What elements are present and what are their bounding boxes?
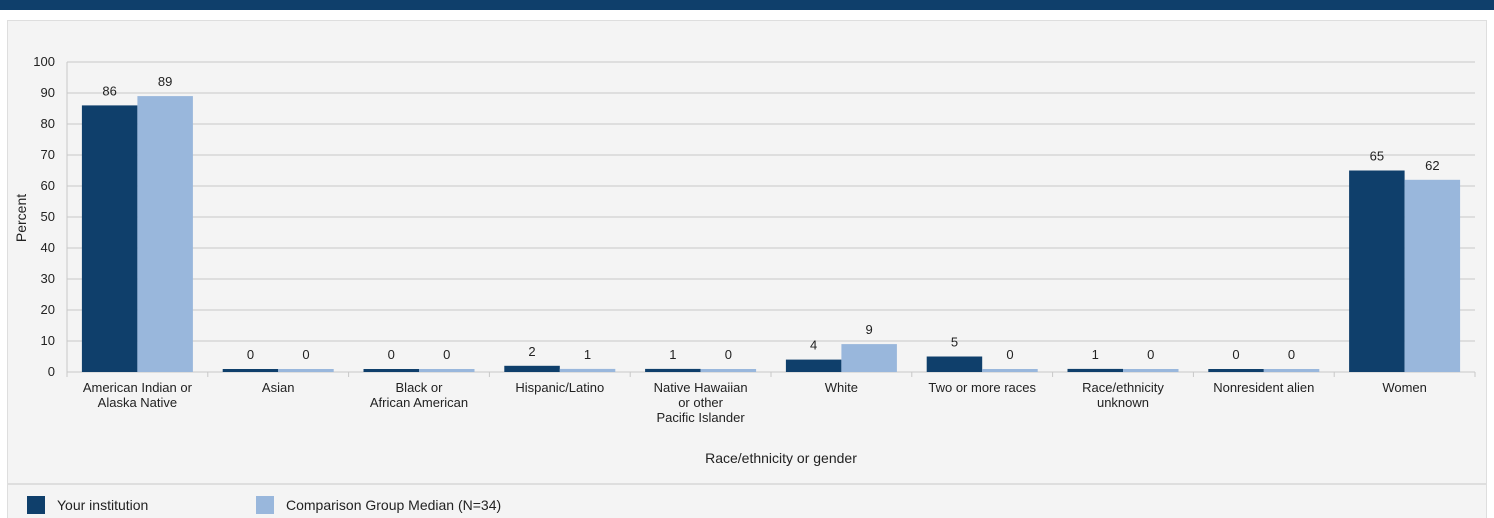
category-label: White <box>825 380 858 395</box>
bar-series0-cat5 <box>785 359 842 372</box>
category-labels: American Indian or Alaska Native Asian Blac… <box>83 380 1427 425</box>
y-tick-label: 0 <box>48 364 55 379</box>
bar-series0-cat1 <box>222 369 279 372</box>
bar-series0-cat8 <box>1208 369 1264 372</box>
data-label-series0-cat0: 86 <box>102 83 116 98</box>
data-label-series1-cat4: 0 <box>725 347 732 362</box>
y-tick-label: 80 <box>41 116 55 131</box>
data-label-series1-cat2: 0 <box>443 347 450 362</box>
legend-item-your-institution: Your institution <box>27 496 148 514</box>
bar-series0-cat0 <box>81 105 138 373</box>
bar-series1-cat6 <box>982 369 1038 372</box>
y-tick-label: 90 <box>41 85 55 100</box>
category-label: Hispanic/Latino <box>515 380 604 395</box>
data-label-series1-cat5: 9 <box>866 322 873 337</box>
data-label-series0-cat4: 1 <box>669 347 676 362</box>
bar-series0-cat9 <box>1349 170 1405 372</box>
bar-series1-cat5 <box>841 344 897 372</box>
data-label-series0-cat2: 0 <box>388 347 395 362</box>
bar-series1-cat2 <box>419 369 475 372</box>
category-label-line: Alaska Native <box>98 395 177 410</box>
category-label-line: Hispanic/Latino <box>515 380 604 395</box>
y-tick-label: 20 <box>41 302 55 317</box>
data-label-series1-cat0: 89 <box>158 74 172 89</box>
bar-series0-cat3 <box>504 365 560 372</box>
category-label-line: Nonresident alien <box>1213 380 1314 395</box>
data-label-series0-cat6: 5 <box>951 335 958 350</box>
y-tick-label: 100 <box>33 54 55 69</box>
data-label-series0-cat3: 2 <box>528 344 535 359</box>
legend-swatch-comparison-median <box>256 496 274 514</box>
bar-series0-cat6 <box>926 356 983 372</box>
bars <box>81 96 1461 373</box>
y-axis-title: Percent <box>13 194 29 242</box>
category-label-line: or other <box>678 395 723 410</box>
category-label-line: Asian <box>262 380 295 395</box>
category-label: American Indian or Alaska Native <box>83 380 193 410</box>
bar-series1-cat3 <box>559 368 616 372</box>
legend-item-comparison-median: Comparison Group Median (N=34) <box>256 496 501 514</box>
data-label-series0-cat8: 0 <box>1232 347 1239 362</box>
category-label-line: Two or more races <box>928 380 1036 395</box>
data-label-series0-cat5: 4 <box>810 338 817 353</box>
category-label-line: Race/ethnicity <box>1082 380 1164 395</box>
legend-strip <box>7 484 1487 518</box>
bar-series1-cat9 <box>1404 179 1461 372</box>
data-label-series1-cat8: 0 <box>1288 347 1295 362</box>
chart-panel <box>7 20 1487 484</box>
category-label-line: African American <box>370 395 468 410</box>
y-tick-label: 10 <box>41 333 55 348</box>
legend-swatch-your-institution <box>27 496 45 514</box>
y-tick-label: 70 <box>41 147 55 162</box>
data-label-series1-cat9: 62 <box>1425 158 1439 173</box>
category-label: Race/ethnicity unknown <box>1082 380 1164 410</box>
bar-series1-cat8 <box>1263 369 1320 372</box>
bar-series1-cat1 <box>278 369 334 372</box>
category-label: Two or more races <box>928 380 1036 395</box>
category-label: Nonresident alien <box>1213 380 1314 395</box>
bar-series1-cat0 <box>137 96 193 372</box>
bar-series1-cat4 <box>700 369 757 372</box>
category-label-line: White <box>825 380 858 395</box>
grid-lines <box>66 61 1476 377</box>
y-tick-labels: 0 10 20 30 40 50 60 70 80 90 100 <box>33 54 55 379</box>
bar-series0-cat4 <box>645 368 701 372</box>
category-label-line: Pacific Islander <box>657 410 746 425</box>
category-label: Women <box>1382 380 1427 395</box>
bar-series0-cat2 <box>363 369 419 372</box>
y-tick-label: 30 <box>41 271 55 286</box>
bar-series1-cat7 <box>1123 369 1179 372</box>
data-label-series0-cat7: 1 <box>1092 347 1099 362</box>
data-label-series1-cat6: 0 <box>1006 347 1013 362</box>
data-label-series1-cat7: 0 <box>1147 347 1154 362</box>
data-label-series0-cat9: 65 <box>1370 149 1384 164</box>
legend-label-comparison-median: Comparison Group Median (N=34) <box>286 497 502 513</box>
y-tick-label: 60 <box>41 178 55 193</box>
category-label-line: American Indian or <box>83 380 193 395</box>
x-axis-title: Race/ethnicity or gender <box>705 450 857 466</box>
category-label-line: Black or <box>396 380 444 395</box>
y-tick-label: 50 <box>41 209 55 224</box>
data-label-series0-cat1: 0 <box>247 347 254 362</box>
y-tick-label: 40 <box>41 240 55 255</box>
category-label-line: Women <box>1382 380 1427 395</box>
top-accent-bar <box>0 0 1494 10</box>
data-label-series1-cat3: 1 <box>584 347 591 362</box>
bar-series0-cat7 <box>1067 368 1123 372</box>
category-label: Black or African American <box>370 380 468 410</box>
legend-label-your-institution: Your institution <box>57 497 149 513</box>
category-label: Native Hawaiian or other Pacific Islander <box>654 380 748 425</box>
data-label-series1-cat1: 0 <box>302 347 309 362</box>
category-label: Asian <box>262 380 295 395</box>
category-label-line: Native Hawaiian <box>654 380 748 395</box>
category-label-line: unknown <box>1097 395 1149 410</box>
data-labels: 86 89 0 0 0 0 2 1 1 0 4 9 5 0 1 0 0 0 65 62 <box>102 74 1439 362</box>
